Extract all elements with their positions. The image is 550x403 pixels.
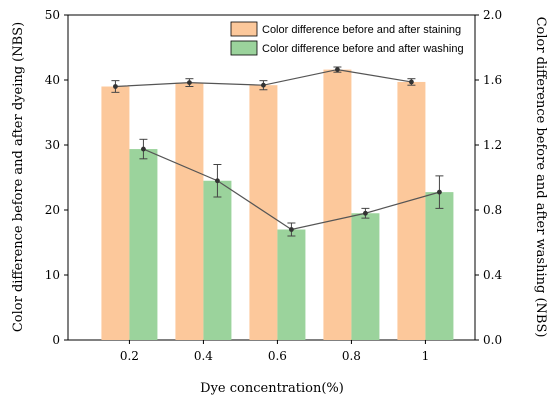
x-tick-label-2: 0.6 xyxy=(268,349,287,363)
y-left-tick-label-4: 40 xyxy=(45,73,60,87)
y-axis-right-title: Color difference before and after washin… xyxy=(533,17,548,338)
point-washing-2 xyxy=(289,227,294,232)
y-right-tick-label-3: 1.2 xyxy=(483,138,502,152)
bar-staining-2 xyxy=(249,85,278,340)
y-right-tick-label-4: 1.6 xyxy=(483,73,502,87)
point-washing-4 xyxy=(437,189,442,195)
x-tick-label-3: 0.8 xyxy=(342,349,361,363)
y-left-tick-label-5: 50 xyxy=(45,8,60,22)
point-washing-0 xyxy=(141,146,146,152)
bar-washing-2 xyxy=(277,229,306,340)
bar-washing-0 xyxy=(129,149,158,340)
point-washing-3 xyxy=(363,210,368,216)
point-washing-1 xyxy=(215,178,220,184)
y-left-tick-label-1: 10 xyxy=(45,268,60,282)
bar-staining-1 xyxy=(175,82,204,340)
x-axis-title: Dye concentration(%) xyxy=(200,381,344,396)
x-tick-label-4: 1 xyxy=(422,349,430,363)
bar-staining-4 xyxy=(397,81,426,340)
point-staining-2 xyxy=(261,82,266,88)
y-left-tick-label-0: 0 xyxy=(52,333,60,347)
bar-staining-0 xyxy=(101,86,130,340)
y-right-tick-label-5: 2.0 xyxy=(483,8,502,22)
bar-washing-3 xyxy=(351,213,380,340)
y-left-tick-label-3: 30 xyxy=(45,138,60,152)
legend-label-washing: Color difference before and after washin… xyxy=(262,43,464,55)
bar-staining-3 xyxy=(323,69,352,340)
y-axis-left-title: Color difference before and after dyeing… xyxy=(11,22,26,332)
legend: Color difference before and after staini… xyxy=(230,21,464,56)
bar-washing-4 xyxy=(425,192,454,340)
legend-swatch-washing xyxy=(230,40,258,56)
y-right-tick-label-2: 0.8 xyxy=(483,203,502,217)
x-tick-label-0: 0.2 xyxy=(120,349,139,363)
y-right-tick-label-1: 0.4 xyxy=(483,268,502,282)
y-left-tick-label-2: 20 xyxy=(45,203,60,217)
x-tick-label-1: 0.4 xyxy=(194,349,213,363)
point-staining-0 xyxy=(113,84,118,89)
point-staining-1 xyxy=(187,80,192,85)
bar-washing-1 xyxy=(203,180,232,340)
legend-swatch-staining xyxy=(230,21,258,37)
point-staining-3 xyxy=(335,67,340,72)
point-staining-4 xyxy=(409,79,414,85)
y-right-tick-label-0: 0.0 xyxy=(483,333,502,347)
legend-label-staining: Color difference before and after staini… xyxy=(262,24,461,36)
